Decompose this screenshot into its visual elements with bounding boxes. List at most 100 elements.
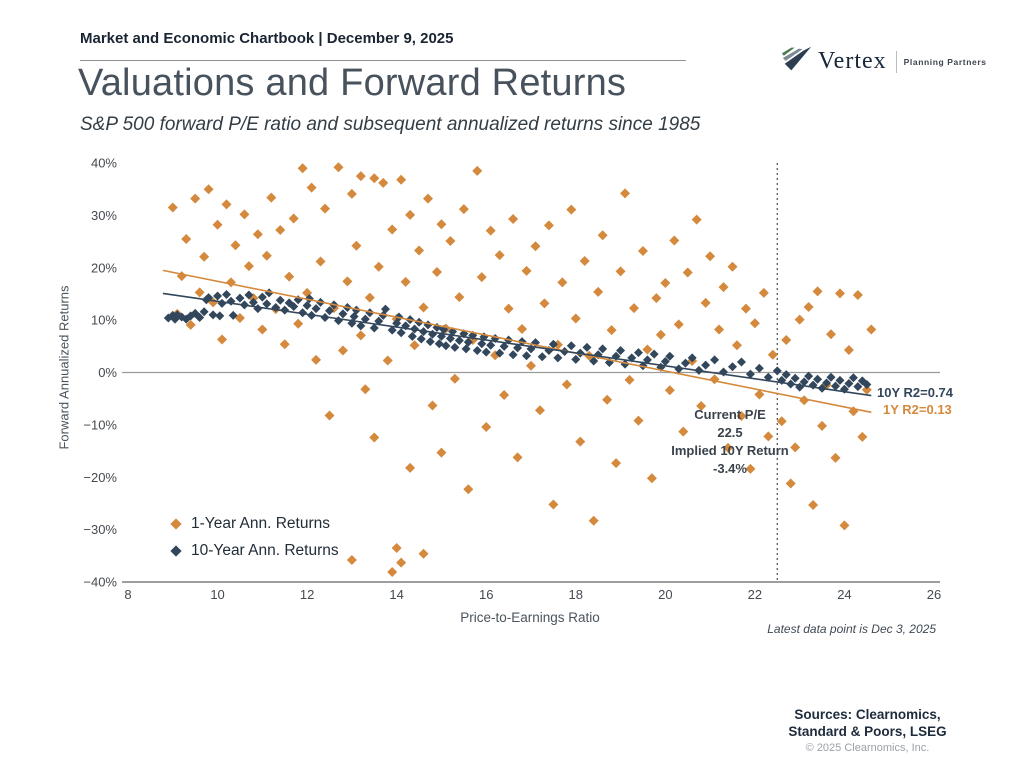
logo-name: Vertex bbox=[818, 48, 887, 74]
data-point-diamond bbox=[235, 293, 245, 303]
data-point-diamond bbox=[293, 318, 304, 329]
x-tick-label: 10 bbox=[210, 587, 224, 602]
data-point-diamond bbox=[651, 293, 662, 304]
y-tick-label: 10% bbox=[91, 313, 117, 328]
data-point-diamond bbox=[790, 373, 800, 383]
data-point-diamond bbox=[445, 236, 456, 247]
data-point-diamond bbox=[852, 289, 863, 300]
data-point-diamond bbox=[566, 204, 577, 215]
data-point-diamond bbox=[203, 184, 214, 195]
data-point-diamond bbox=[342, 276, 353, 287]
data-point-diamond bbox=[754, 363, 764, 373]
copyright: © 2025 Clearnomics, Inc. bbox=[805, 742, 930, 754]
data-point-diamond bbox=[472, 165, 483, 176]
data-point-diamond bbox=[861, 384, 872, 395]
data-point-diamond bbox=[230, 240, 241, 251]
data-point-diamond bbox=[503, 303, 514, 314]
annotation-line-3: Implied 10Y Return bbox=[671, 443, 789, 458]
data-point-diamond bbox=[396, 557, 407, 568]
data-point-diamond bbox=[728, 362, 737, 372]
data-point-diamond bbox=[655, 329, 666, 340]
data-point-diamond bbox=[346, 188, 357, 199]
data-point-diamond bbox=[745, 463, 756, 474]
data-point-diamond bbox=[606, 325, 617, 336]
header-divider bbox=[80, 60, 686, 61]
data-point-diamond bbox=[499, 390, 510, 401]
vertex-logo-icon bbox=[780, 44, 814, 79]
data-point-diamond bbox=[346, 555, 357, 566]
page-subtitle: S&P 500 forward P/E ratio and subsequent… bbox=[80, 114, 701, 135]
data-point-diamond bbox=[664, 385, 675, 396]
data-point-diamond bbox=[826, 329, 837, 340]
data-point-diamond bbox=[517, 324, 528, 335]
data-point-diamond bbox=[185, 319, 196, 330]
data-point-diamond bbox=[543, 220, 554, 231]
data-point-diamond bbox=[678, 426, 689, 437]
data-point-diamond bbox=[167, 202, 178, 213]
data-point-diamond bbox=[589, 356, 599, 366]
data-point-diamond bbox=[749, 318, 760, 329]
data-point-diamond bbox=[284, 271, 295, 282]
data-point-diamond bbox=[213, 291, 223, 301]
data-point-diamond bbox=[360, 314, 370, 324]
data-point-diamond bbox=[325, 306, 334, 316]
data-point-diamond bbox=[561, 379, 572, 390]
data-point-diamond bbox=[539, 298, 550, 309]
latest-data-footnote: Latest data point is Dec 3, 2025 bbox=[767, 622, 936, 636]
data-point-diamond bbox=[217, 334, 228, 345]
data-point-diamond bbox=[714, 324, 725, 335]
data-point-diamond bbox=[526, 360, 536, 371]
data-point-diamond bbox=[642, 344, 653, 355]
data-point-diamond bbox=[458, 204, 469, 215]
data-point-diamond bbox=[691, 214, 702, 225]
legend-label-1y: 1-Year Ann. Returns bbox=[191, 514, 331, 532]
trendline-10y bbox=[162, 292, 872, 397]
data-point-diamond bbox=[808, 500, 819, 511]
data-point-diamond bbox=[557, 277, 568, 288]
data-point-diamond bbox=[454, 292, 465, 303]
data-point-diamond bbox=[718, 282, 729, 293]
data-point-diamond bbox=[315, 256, 326, 267]
y-tick-label: 20% bbox=[91, 260, 117, 275]
data-point-diamond bbox=[472, 346, 482, 356]
data-point-diamond bbox=[261, 250, 272, 261]
data-point-diamond bbox=[665, 351, 675, 361]
data-point-diamond bbox=[763, 431, 774, 442]
y-tick-label: −10% bbox=[83, 417, 117, 432]
annotation-line-4: -3.4% bbox=[713, 461, 747, 476]
x-tick-label: 22 bbox=[748, 587, 762, 602]
data-point-diamond bbox=[337, 345, 348, 356]
data-point-diamond bbox=[221, 199, 232, 210]
data-point-diamond bbox=[646, 473, 657, 484]
data-point-diamond bbox=[369, 432, 380, 443]
data-point-diamond bbox=[476, 272, 487, 283]
data-point-diamond bbox=[731, 340, 742, 351]
y-axis-title: Forward Annualized Returns bbox=[56, 285, 72, 450]
data-point-diamond bbox=[593, 286, 604, 297]
data-point-diamond bbox=[602, 394, 613, 405]
x-tick-label: 8 bbox=[124, 587, 131, 602]
data-point-diamond bbox=[199, 251, 210, 262]
data-point-diamond bbox=[365, 308, 375, 318]
data-point-diamond bbox=[763, 372, 773, 382]
current-pe-annotation: Current P/E 22.5 Implied 10Y Return -3.4… bbox=[655, 406, 805, 478]
annotation-line-1: Current P/E bbox=[694, 407, 766, 422]
data-point-diamond bbox=[288, 213, 299, 224]
data-point-diamond bbox=[835, 375, 845, 385]
data-point-diamond bbox=[799, 377, 809, 387]
data-point-diamond bbox=[843, 344, 854, 355]
data-point-diamond bbox=[396, 328, 406, 338]
data-point-diamond bbox=[817, 420, 828, 431]
data-point-diamond bbox=[696, 401, 707, 412]
data-point-diamond bbox=[215, 311, 225, 321]
data-point-diamond bbox=[530, 241, 541, 252]
x-tick-label: 24 bbox=[837, 587, 851, 602]
data-point-diamond bbox=[570, 313, 581, 324]
x-tick-label: 26 bbox=[927, 587, 941, 602]
data-point-diamond bbox=[582, 342, 592, 352]
data-point-diamond bbox=[537, 352, 547, 362]
data-point-diamond bbox=[723, 442, 734, 453]
data-point-diamond bbox=[615, 266, 626, 277]
data-point-diamond bbox=[727, 261, 738, 272]
data-point-diamond bbox=[244, 290, 254, 300]
